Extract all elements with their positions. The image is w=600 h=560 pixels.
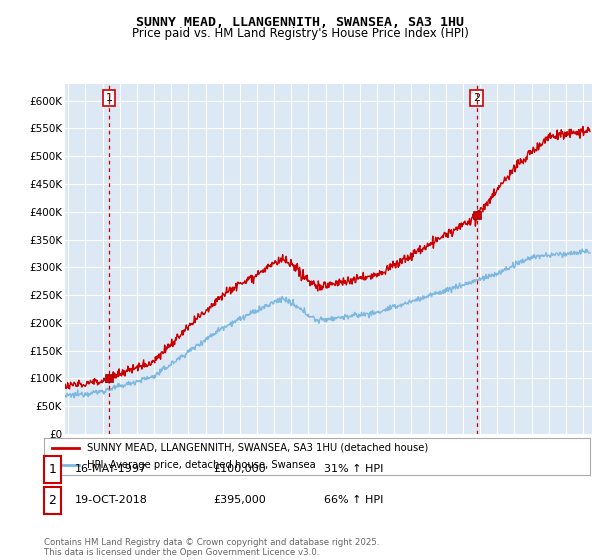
- Text: £100,000: £100,000: [213, 464, 266, 474]
- Text: 1: 1: [106, 93, 112, 102]
- Text: 1: 1: [48, 463, 56, 476]
- Text: 2: 2: [48, 493, 56, 507]
- Text: Price paid vs. HM Land Registry's House Price Index (HPI): Price paid vs. HM Land Registry's House …: [131, 27, 469, 40]
- Text: Contains HM Land Registry data © Crown copyright and database right 2025.
This d: Contains HM Land Registry data © Crown c…: [44, 538, 379, 557]
- Text: 66% ↑ HPI: 66% ↑ HPI: [324, 495, 383, 505]
- Text: HPI: Average price, detached house, Swansea: HPI: Average price, detached house, Swan…: [88, 460, 316, 470]
- Text: 31% ↑ HPI: 31% ↑ HPI: [324, 464, 383, 474]
- Text: £395,000: £395,000: [213, 495, 266, 505]
- Text: SUNNY MEAD, LLANGENNITH, SWANSEA, SA3 1HU (detached house): SUNNY MEAD, LLANGENNITH, SWANSEA, SA3 1H…: [88, 443, 429, 453]
- Text: SUNNY MEAD, LLANGENNITH, SWANSEA, SA3 1HU: SUNNY MEAD, LLANGENNITH, SWANSEA, SA3 1H…: [136, 16, 464, 29]
- Text: 16-MAY-1997: 16-MAY-1997: [75, 464, 147, 474]
- Text: 2: 2: [473, 93, 480, 102]
- Text: 19-OCT-2018: 19-OCT-2018: [75, 495, 148, 505]
